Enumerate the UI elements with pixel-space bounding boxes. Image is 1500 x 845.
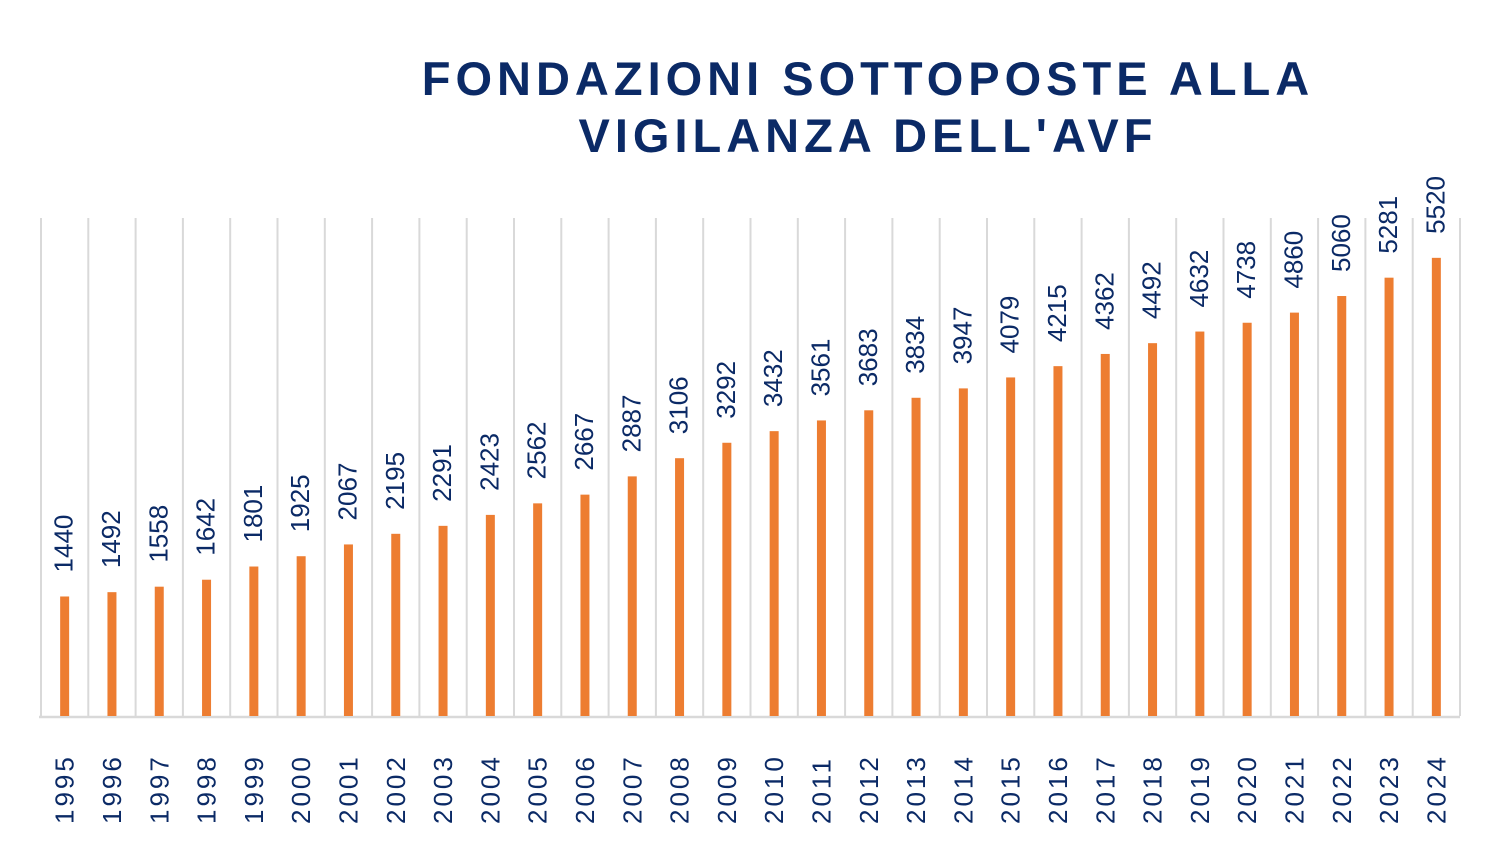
bar-2021: [1289, 312, 1299, 716]
bar-2019: [1195, 331, 1205, 716]
data-label: 5520: [1420, 176, 1450, 234]
x-tick-label: 2014: [948, 754, 978, 824]
chart-title: FONDAZIONI SOTTOPOSTE ALLA VIGILANZA DEL…: [421, 52, 1315, 162]
data-label: 5060: [1326, 214, 1356, 272]
x-tick-label: 1998: [192, 754, 222, 824]
x-tick-label: 2015: [996, 754, 1026, 824]
data-label: 1642: [191, 498, 221, 556]
bar-2017: [1100, 353, 1110, 716]
bar-2024: [1431, 257, 1441, 716]
data-label: 4632: [1184, 250, 1214, 308]
x-tick-label: 2007: [617, 754, 647, 824]
bar-2006: [580, 494, 590, 716]
bar-2000: [296, 556, 306, 716]
x-tick-label: 2012: [854, 754, 884, 824]
bar-2004: [485, 514, 495, 716]
x-tick-label: 2021: [1279, 754, 1309, 824]
bar-2011: [816, 420, 826, 716]
data-label: 1801: [238, 485, 268, 543]
x-tick-label: 2000: [286, 754, 316, 824]
x-tick-label: 2008: [665, 754, 695, 824]
data-label: 3947: [947, 307, 977, 365]
x-tick-label: 2017: [1090, 754, 1120, 824]
bar-2003: [438, 525, 448, 716]
data-label: 4738: [1231, 241, 1261, 299]
x-tick-label: 1996: [97, 754, 127, 824]
bar-2022: [1337, 296, 1347, 716]
data-label: 2291: [427, 444, 457, 502]
bar-2001: [343, 544, 353, 716]
data-label: 1925: [285, 474, 315, 532]
x-tick-label: 1995: [50, 754, 80, 824]
data-label: 5281: [1373, 196, 1403, 254]
data-label: 2195: [380, 452, 410, 510]
data-label: 4492: [1137, 261, 1167, 319]
data-label: 3432: [758, 349, 788, 407]
bar-1995: [60, 596, 70, 716]
x-tick-label: 2018: [1138, 754, 1168, 824]
data-label: 4079: [995, 296, 1025, 354]
x-tick-label: 2004: [475, 754, 505, 824]
bar-2007: [627, 476, 637, 716]
bar-1997: [154, 586, 164, 716]
data-label: 1492: [96, 510, 126, 568]
bar-2023: [1384, 277, 1394, 716]
x-tick-label: 2019: [1185, 754, 1215, 824]
bar-2010: [769, 431, 779, 716]
bar-2005: [533, 503, 543, 716]
bar-2009: [722, 442, 732, 716]
x-tick-label: 2003: [428, 754, 458, 824]
bar-2012: [864, 410, 874, 716]
x-tick-label: 2005: [523, 754, 553, 824]
bar-2008: [675, 458, 685, 716]
bar-2002: [391, 533, 401, 716]
bar-2016: [1053, 366, 1063, 716]
data-label: 3834: [900, 316, 930, 374]
data-label: 2667: [569, 413, 599, 471]
data-label: 2067: [332, 463, 362, 521]
bar-1999: [249, 566, 259, 716]
x-tick-label: 2022: [1327, 754, 1357, 824]
x-tick-label: 2010: [759, 754, 789, 824]
data-label: 2562: [522, 422, 552, 480]
bar-2018: [1148, 343, 1158, 716]
bar-1996: [107, 592, 117, 716]
data-label: 3292: [711, 361, 741, 419]
data-label: 2423: [474, 433, 504, 491]
data-label: 4215: [1042, 284, 1072, 342]
x-tick-label: 2006: [570, 754, 600, 824]
x-tick-label: 2020: [1232, 754, 1262, 824]
data-label: 3106: [664, 376, 694, 434]
x-tick-label: 2023: [1374, 754, 1404, 824]
x-tick-label: 2024: [1421, 754, 1451, 824]
data-label: 1558: [143, 505, 173, 563]
x-tick-label: 2016: [1043, 754, 1073, 824]
x-tick-label: 1997: [144, 754, 174, 824]
data-label: 4860: [1278, 231, 1308, 289]
bar-2015: [1006, 377, 1016, 716]
bar-1998: [202, 579, 212, 716]
bar-2014: [958, 388, 968, 716]
x-tick-label: 2009: [712, 754, 742, 824]
x-tick-label: 1999: [239, 754, 269, 824]
x-tick-label: 2011: [806, 756, 836, 824]
bar-2020: [1242, 322, 1252, 716]
data-label: 2887: [616, 395, 646, 453]
data-label: 3683: [853, 328, 883, 386]
data-label: 1440: [49, 515, 79, 573]
x-tick-label: 2013: [901, 754, 931, 824]
data-label: 3561: [805, 339, 835, 397]
bar-2013: [911, 397, 921, 716]
data-label: 4362: [1089, 272, 1119, 330]
x-tick-label: 2001: [333, 754, 363, 824]
x-tick-label: 2002: [381, 754, 411, 824]
